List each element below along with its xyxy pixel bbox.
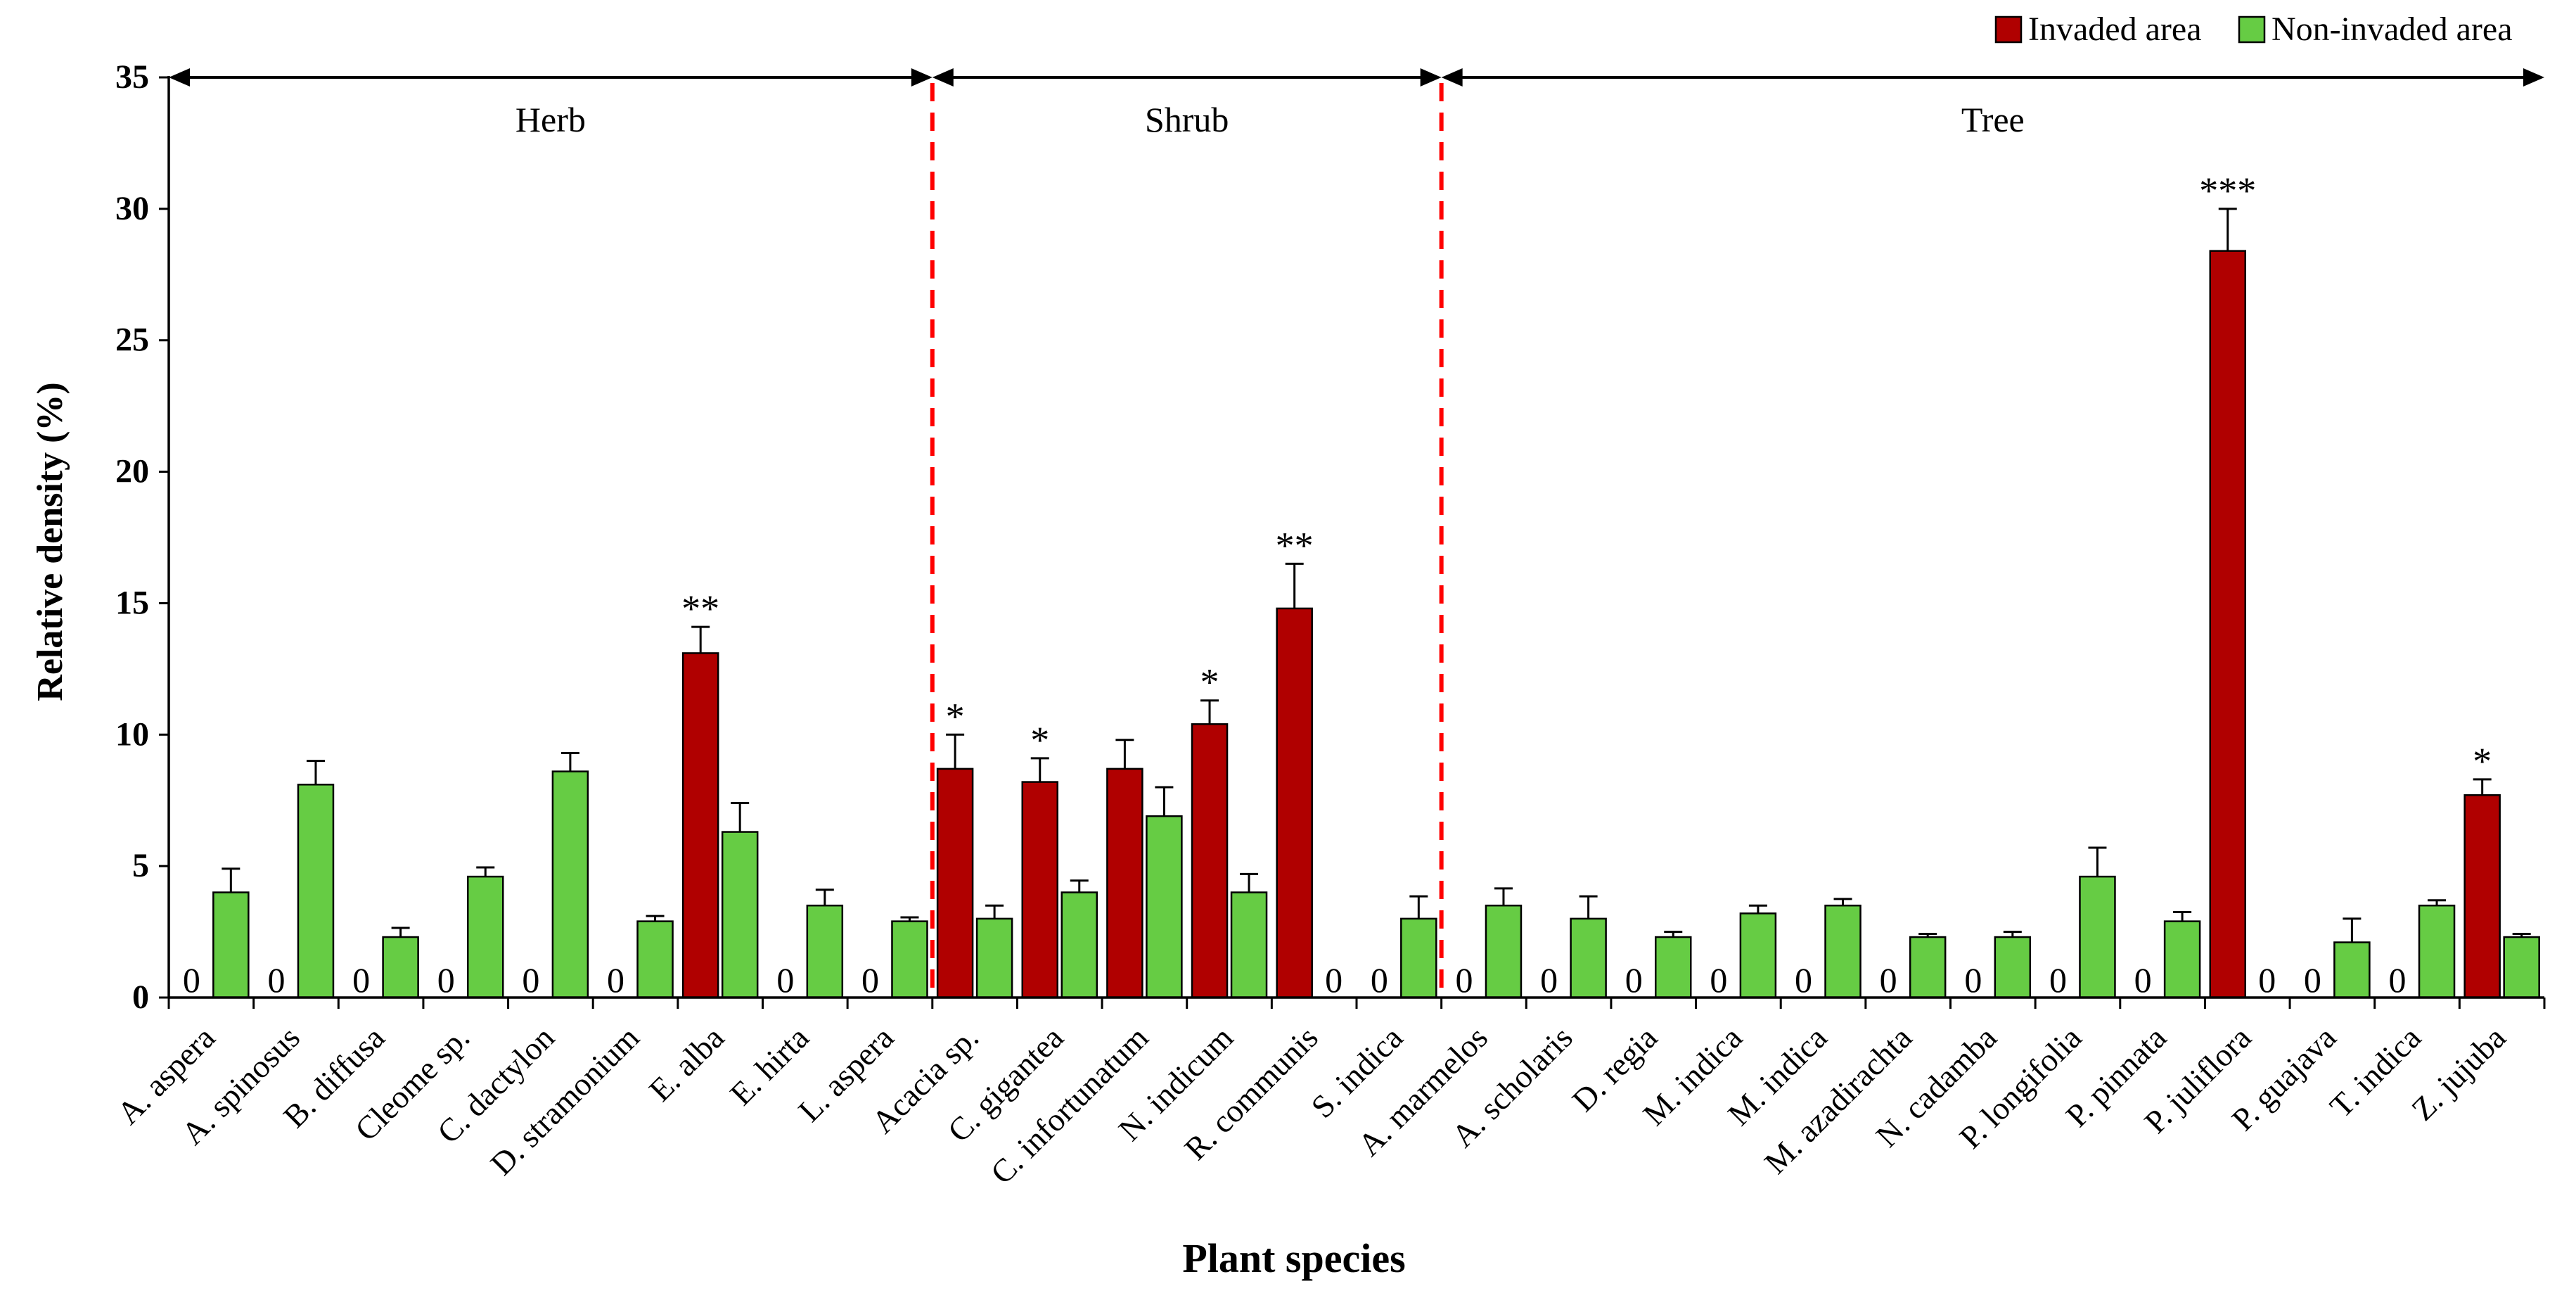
significance-mark: * xyxy=(946,695,965,737)
group-label: Tree xyxy=(1961,100,2025,139)
zero-label: 0 xyxy=(1710,960,1727,1000)
bar-invaded xyxy=(2463,794,2501,999)
group-arrow-head-right xyxy=(2523,68,2544,87)
x-tick-label: D. stramonium xyxy=(483,1019,646,1182)
bar-non-invaded xyxy=(891,920,928,999)
bar-non-invaded xyxy=(1994,936,2032,999)
zero-label: 0 xyxy=(2304,960,2321,1000)
bar-non-invaded xyxy=(212,891,250,999)
zero-label: 0 xyxy=(2389,960,2407,1000)
bar-non-invaded xyxy=(1570,917,1607,999)
bar-invaded xyxy=(1276,607,1313,999)
zero-label: 0 xyxy=(1371,960,1388,1000)
group-arrow-head-left xyxy=(169,68,190,87)
zero-label: 0 xyxy=(1964,960,1982,1000)
zero-label: 0 xyxy=(2258,960,2276,1000)
significance-mark: *** xyxy=(2199,170,2256,212)
bar-non-invaded xyxy=(467,875,504,999)
group-arrow-head-left xyxy=(1441,68,1463,87)
y-tick-label: 15 xyxy=(115,584,149,621)
bar-non-invaded xyxy=(2418,904,2456,999)
y-tick-label: 30 xyxy=(115,190,149,227)
zero-label: 0 xyxy=(1325,960,1343,1000)
legend-label-invaded: Invaded area xyxy=(2028,11,2202,48)
bar-invaded xyxy=(2209,250,2246,999)
x-tick-label: Z. jujuba xyxy=(2404,1019,2512,1127)
group-arrow-head-right xyxy=(911,68,933,87)
zero-label: 0 xyxy=(776,960,794,1000)
bar-non-invaded xyxy=(975,917,1013,999)
legend-swatch-invaded xyxy=(1994,15,2023,44)
bar-non-invaded xyxy=(1655,936,1692,999)
legend-swatch-non-invaded xyxy=(2238,15,2266,44)
bar-non-invaded xyxy=(1230,891,1268,999)
significance-mark: ** xyxy=(1276,524,1314,566)
zero-label: 0 xyxy=(1880,960,1897,1000)
zero-label: 0 xyxy=(2049,960,2067,1000)
bar-invaded xyxy=(936,768,974,999)
zero-label: 0 xyxy=(1795,960,1812,1000)
zero-label: 0 xyxy=(1625,960,1643,1000)
significance-mark: * xyxy=(1200,661,1219,703)
y-tick-label: 0 xyxy=(132,979,149,1016)
significance-mark: * xyxy=(1030,719,1049,761)
legend-label-non-invaded: Non-invaded area xyxy=(2271,11,2513,48)
significance-mark: * xyxy=(2473,740,2492,782)
zero-label: 0 xyxy=(437,960,455,1000)
bar-non-invaded xyxy=(1909,936,1947,999)
group-arrow-head-right xyxy=(1420,68,1442,87)
bar-non-invaded xyxy=(1060,891,1098,999)
zero-label: 0 xyxy=(522,960,539,1000)
zero-label: 0 xyxy=(1540,960,1558,1000)
zero-label: 0 xyxy=(352,960,370,1000)
bar-non-invaded xyxy=(1485,904,1523,999)
bar-non-invaded xyxy=(636,920,674,999)
bar-non-invaded xyxy=(721,831,759,999)
bar-non-invaded xyxy=(2333,941,2371,999)
group-label: Shrub xyxy=(1145,100,1229,139)
y-axis-title: Relative density (%) xyxy=(30,382,70,701)
zero-label: 0 xyxy=(861,960,879,1000)
bar-non-invaded xyxy=(806,904,844,999)
zero-label: 0 xyxy=(1455,960,1473,1000)
group-label: Herb xyxy=(515,100,586,139)
bar-non-invaded xyxy=(2503,936,2540,999)
bar-non-invaded xyxy=(2163,920,2201,999)
zero-label: 0 xyxy=(267,960,285,1000)
bar-invaded xyxy=(1021,781,1058,999)
y-tick-label: 5 xyxy=(132,847,149,884)
bar-non-invaded xyxy=(1739,912,1777,999)
y-tick-label: 20 xyxy=(115,453,149,490)
x-tick-label: M. azadirachta xyxy=(1757,1019,1918,1180)
y-tick-label: 10 xyxy=(115,715,149,753)
bar-invaded xyxy=(681,652,719,999)
bar-non-invaded xyxy=(1146,815,1183,999)
x-axis-title: Plant species xyxy=(1182,1235,1405,1281)
significance-mark: ** xyxy=(681,587,719,630)
bar-invaded xyxy=(1191,723,1229,999)
zero-label: 0 xyxy=(2134,960,2152,1000)
bar-non-invaded xyxy=(382,936,419,999)
group-arrow-head-left xyxy=(932,68,954,87)
bar-invaded xyxy=(1106,768,1143,999)
x-tick-label: E. alba xyxy=(642,1019,731,1108)
y-tick-label: 35 xyxy=(115,58,149,96)
bar-non-invaded xyxy=(2079,875,2116,999)
bar-non-invaded xyxy=(1400,917,1437,999)
zero-label: 0 xyxy=(607,960,624,1000)
bar-non-invaded xyxy=(1824,904,1861,999)
bar-non-invaded xyxy=(551,770,589,999)
y-tick-label: 25 xyxy=(115,321,149,359)
zero-label: 0 xyxy=(183,960,200,1000)
bar-non-invaded xyxy=(297,784,335,999)
